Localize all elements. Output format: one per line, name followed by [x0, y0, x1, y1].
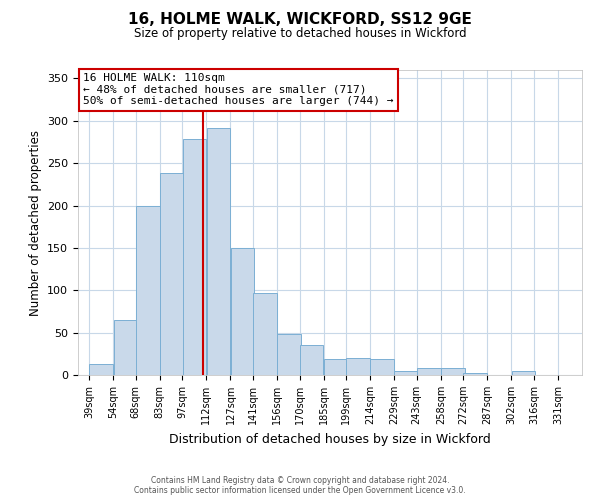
Bar	[231, 248, 254, 375]
Bar	[182, 140, 206, 375]
Bar	[512, 371, 535, 375]
Text: Contains HM Land Registry data © Crown copyright and database right 2024.
Contai: Contains HM Land Registry data © Crown c…	[134, 476, 466, 495]
Bar	[417, 368, 440, 375]
Bar	[441, 368, 464, 375]
Bar	[346, 358, 370, 375]
Bar	[113, 320, 137, 375]
Bar	[324, 359, 347, 375]
Bar	[160, 174, 184, 375]
X-axis label: Distribution of detached houses by size in Wickford: Distribution of detached houses by size …	[169, 432, 491, 446]
Text: 16 HOLME WALK: 110sqm
← 48% of detached houses are smaller (717)
50% of semi-det: 16 HOLME WALK: 110sqm ← 48% of detached …	[83, 73, 394, 106]
Bar	[394, 371, 418, 375]
Bar	[370, 359, 394, 375]
Bar	[136, 206, 160, 375]
Bar	[277, 334, 301, 375]
Bar	[253, 293, 277, 375]
Text: 16, HOLME WALK, WICKFORD, SS12 9GE: 16, HOLME WALK, WICKFORD, SS12 9GE	[128, 12, 472, 28]
Bar	[206, 128, 230, 375]
Bar	[463, 374, 487, 375]
Y-axis label: Number of detached properties: Number of detached properties	[29, 130, 41, 316]
Bar	[300, 346, 323, 375]
Bar	[89, 364, 113, 375]
Text: Size of property relative to detached houses in Wickford: Size of property relative to detached ho…	[134, 28, 466, 40]
